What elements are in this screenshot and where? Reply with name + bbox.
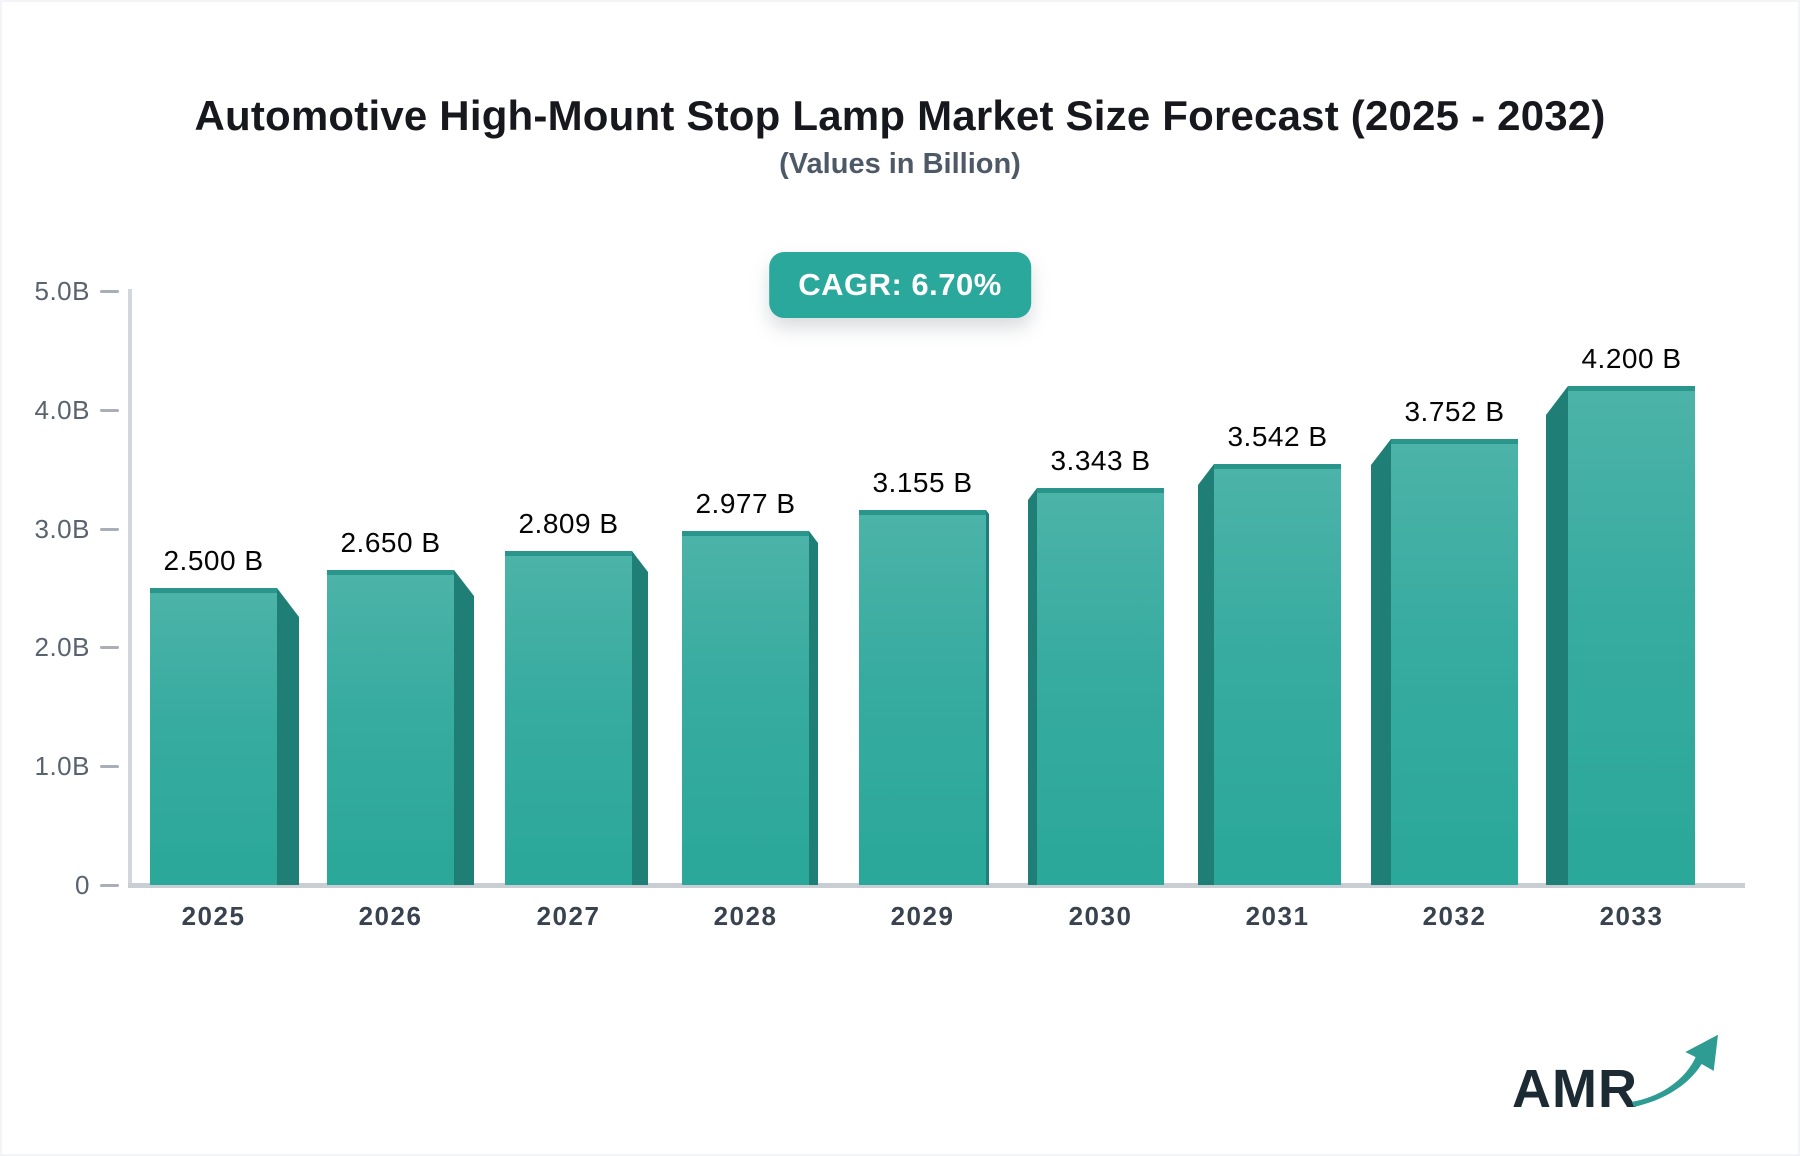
cagr-badge: CAGR: 6.70% — [769, 252, 1031, 318]
bar-2027 — [505, 551, 632, 885]
bar-value-label: 2.977 B — [695, 488, 796, 519]
x-axis-label-2031: 2031 — [1245, 901, 1310, 931]
bar-side-2026 — [454, 570, 474, 885]
bar-2029 — [859, 510, 986, 885]
bar-2032 — [1391, 439, 1518, 885]
y-axis-tick — [100, 884, 119, 887]
y-axis-label: 2.0B — [34, 632, 90, 663]
brand-logo-text: AMR — [1512, 1059, 1638, 1120]
y-axis-tick — [100, 527, 119, 531]
x-axis-baseline — [128, 883, 1745, 888]
bar-2026 — [327, 570, 454, 885]
y-axis-tick — [100, 290, 119, 293]
bar-side-2030 — [1028, 488, 1037, 885]
bar-value-label: 2.500 B — [163, 545, 264, 576]
y-axis-tick — [100, 408, 119, 412]
bar-2030 — [1037, 488, 1164, 885]
y-axis-line — [128, 289, 132, 887]
y-axis-tick — [100, 765, 119, 769]
bar-side-2029 — [986, 510, 989, 885]
y-axis-label: 3.0B — [34, 513, 90, 544]
x-axis-label-2026: 2026 — [358, 901, 423, 931]
bar-value-label: 2.809 B — [518, 508, 619, 539]
bar-value-label: 2.650 B — [340, 527, 441, 558]
bar-side-2033 — [1546, 386, 1568, 885]
x-axis-label-2033: 2033 — [1599, 901, 1664, 931]
chart-subtitle: (Values in Billion) — [779, 148, 1021, 180]
bar-side-2027 — [632, 551, 648, 885]
x-axis-label-2030: 2030 — [1068, 901, 1133, 931]
bar-2025 — [150, 588, 277, 885]
arrow-swoosh-path — [1632, 1034, 1718, 1107]
x-axis-label-2027: 2027 — [536, 901, 601, 931]
x-axis-label-2029: 2029 — [890, 901, 955, 931]
bar-side-2031 — [1198, 464, 1214, 885]
bar-side-2025 — [277, 588, 299, 885]
x-axis-label-2025: 2025 — [181, 901, 246, 931]
bar-value-label: 3.542 B — [1227, 421, 1328, 452]
y-axis-label: 1.0B — [34, 751, 90, 782]
bar-value-label: 3.752 B — [1404, 396, 1505, 427]
x-axis-label-2032: 2032 — [1422, 901, 1487, 931]
brand-logo: AMR — [1512, 1033, 1718, 1120]
logo-growth-arrow-icon — [1632, 1033, 1718, 1112]
bar-value-label: 3.343 B — [1050, 445, 1151, 476]
y-axis-label: 4.0B — [34, 394, 90, 425]
chart-title: Automotive High-Mount Stop Lamp Market S… — [194, 92, 1606, 139]
x-axis-label-2028: 2028 — [713, 901, 778, 931]
bar-2033 — [1568, 386, 1695, 885]
bar-2028 — [682, 531, 809, 885]
y-axis-label: 5.0B — [34, 276, 90, 306]
bar-value-label: 3.155 B — [872, 467, 973, 498]
bar-value-label: 4.200 B — [1581, 343, 1682, 374]
bar-side-2032 — [1371, 439, 1391, 885]
y-axis-tick — [100, 646, 119, 650]
bar-2031 — [1214, 464, 1341, 885]
y-axis-label: 0 — [75, 870, 90, 900]
bar-side-2028 — [809, 531, 818, 885]
